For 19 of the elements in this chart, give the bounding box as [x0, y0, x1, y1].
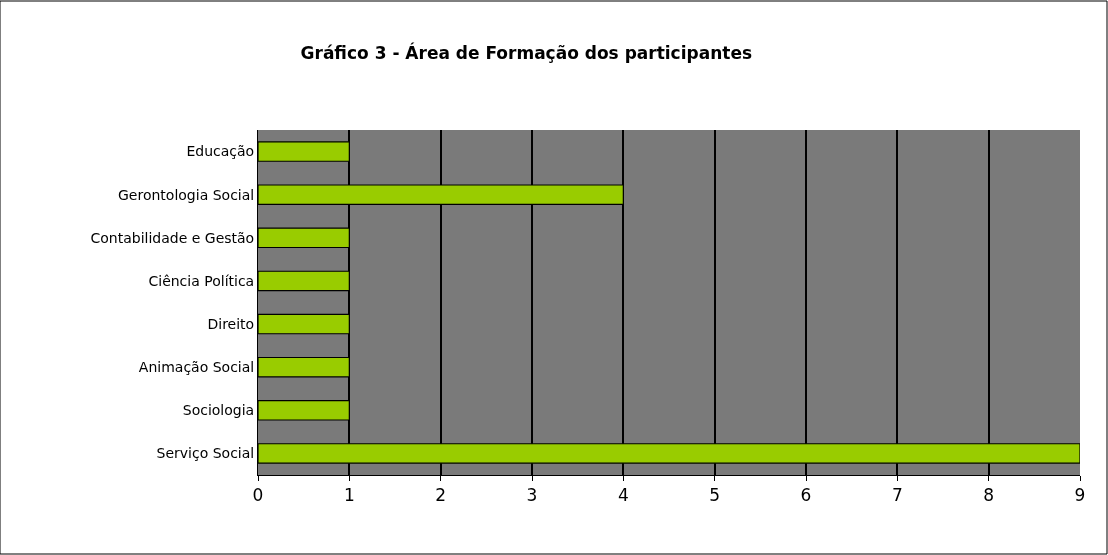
x-tick-label: 9	[1074, 485, 1086, 506]
x-tick-label: 2	[435, 485, 447, 506]
x-tick-label: 0	[252, 485, 264, 506]
y-tick-label: Direito	[207, 315, 255, 332]
x-tick-label: 6	[800, 485, 812, 506]
y-tick-label: Educação	[186, 143, 255, 160]
x-tick-label: 8	[983, 485, 995, 506]
y-tick-label: Serviço Social	[156, 445, 255, 462]
y-tick-label: Sociologia	[182, 402, 255, 419]
x-tick-label: 3	[526, 485, 538, 506]
y-tick-label: Animação Social	[138, 359, 255, 376]
x-tick-label: 7	[891, 485, 903, 506]
x-tick-label: 5	[709, 485, 721, 506]
x-tick-label: 4	[617, 485, 629, 506]
y-tick-label: Ciência Política	[148, 272, 255, 289]
x-tick-label: 1	[343, 485, 355, 506]
y-tick-label: Contabilidade e Gestão	[90, 229, 255, 246]
chart-title: Gráfico 3 - Área de Formação dos participantes	[300, 41, 753, 63]
y-tick-label: Gerontologia Social	[118, 186, 255, 203]
